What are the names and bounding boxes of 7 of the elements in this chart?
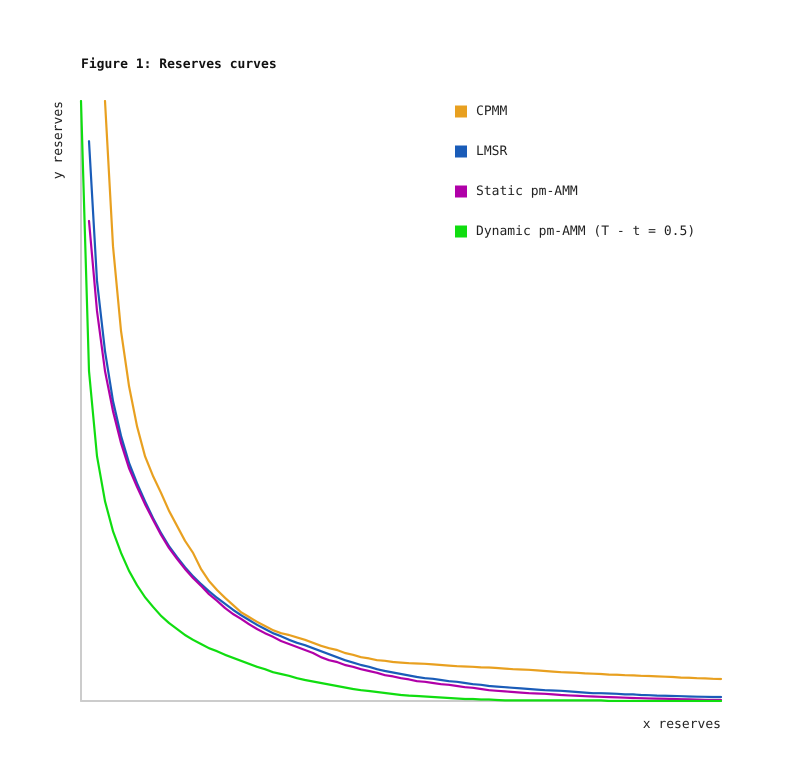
legend-label: CPMM xyxy=(476,104,508,119)
legend-label: Dynamic pm-AMM (T - t = 0.5) xyxy=(476,224,696,239)
legend-label: LMSR xyxy=(476,144,508,159)
legend-label: Static pm-AMM xyxy=(476,184,578,199)
chart-title: Figure 1: Reserves curves xyxy=(81,57,277,72)
y-axis-title: y reserves xyxy=(51,101,66,180)
x-axis-title: x reserves xyxy=(642,717,722,732)
